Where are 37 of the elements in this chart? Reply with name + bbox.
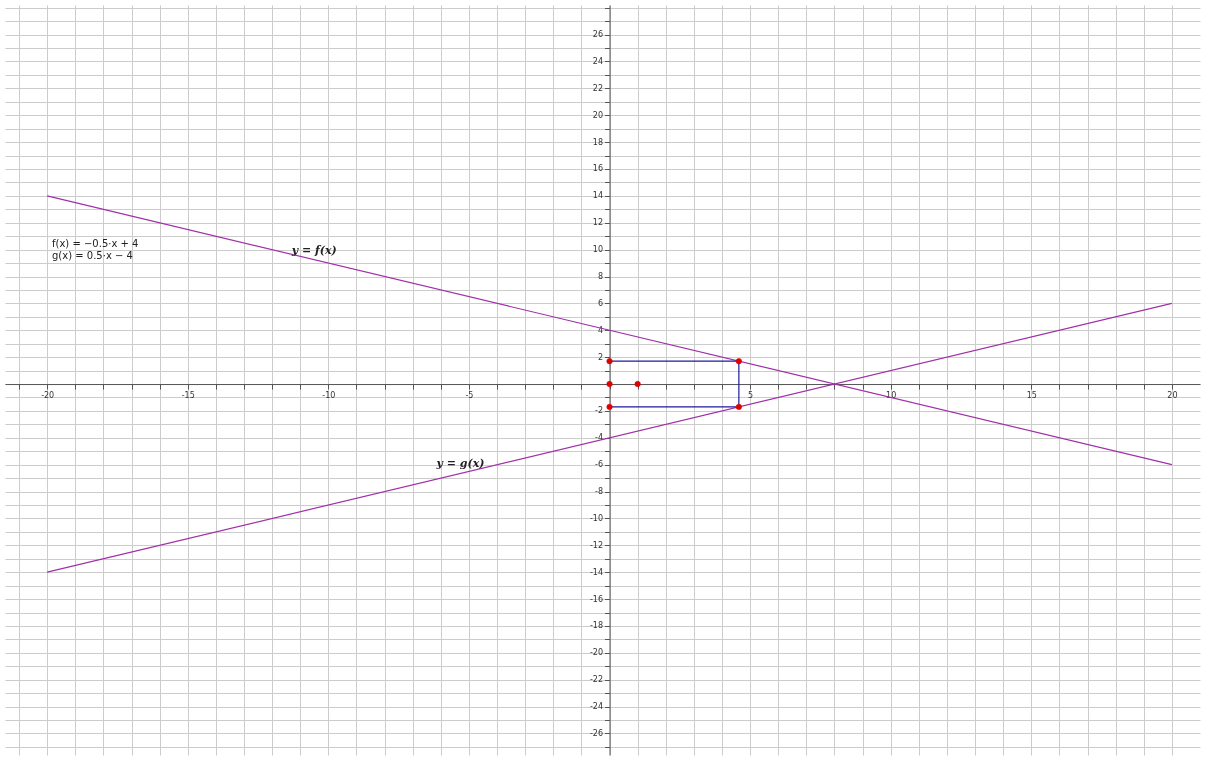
y-tick-label: -22 <box>589 675 604 685</box>
y-tick-label: -2 <box>595 406 604 416</box>
y-tick-label: 2 <box>597 352 604 362</box>
y-tick-label: 12 <box>592 218 604 228</box>
x-tick-label: 5 <box>748 390 754 400</box>
y-tick-label: -18 <box>589 621 604 631</box>
y-tick-label: 24 <box>592 56 604 66</box>
annotation: y = g(x) <box>435 457 485 471</box>
x-tick-label: -20 <box>41 390 55 400</box>
annotation: f(x) = −0.5·x + 4 <box>52 238 139 249</box>
annotation: y = f(x) <box>290 243 337 257</box>
y-tick-label: 10 <box>592 245 604 255</box>
y-tick-label: 6 <box>597 298 604 308</box>
y-tick-label: 16 <box>592 164 604 174</box>
y-tick-label: -24 <box>589 702 604 712</box>
y-tick-label: 18 <box>592 137 604 147</box>
y-tick-label: -10 <box>589 513 604 523</box>
x-tick-label: 20 <box>1167 390 1178 400</box>
x-tick-label: -15 <box>181 390 195 400</box>
x-tick-label: -5 <box>465 390 474 400</box>
y-tick-label: -12 <box>589 540 604 550</box>
y-tick-label: -8 <box>595 487 604 497</box>
y-tick-label: 20 <box>592 110 604 120</box>
x-tick-label: -10 <box>322 390 336 400</box>
y-tick-label: -6 <box>595 460 604 470</box>
y-tick-label: 22 <box>592 83 604 93</box>
y-tick-label: 14 <box>592 191 604 201</box>
y-tick-label: -16 <box>589 594 604 604</box>
x-tick-label: 15 <box>1026 390 1037 400</box>
y-tick-label: 4 <box>597 325 604 335</box>
annotation: g(x) = 0.5·x − 4 <box>52 250 133 261</box>
y-tick-label: -26 <box>589 728 604 738</box>
y-tick-label: -14 <box>589 567 604 577</box>
y-tick-label: -20 <box>589 648 604 658</box>
y-tick-label: -4 <box>595 433 604 443</box>
y-tick-label: 26 <box>592 30 604 40</box>
y-tick-label: 8 <box>597 272 604 282</box>
